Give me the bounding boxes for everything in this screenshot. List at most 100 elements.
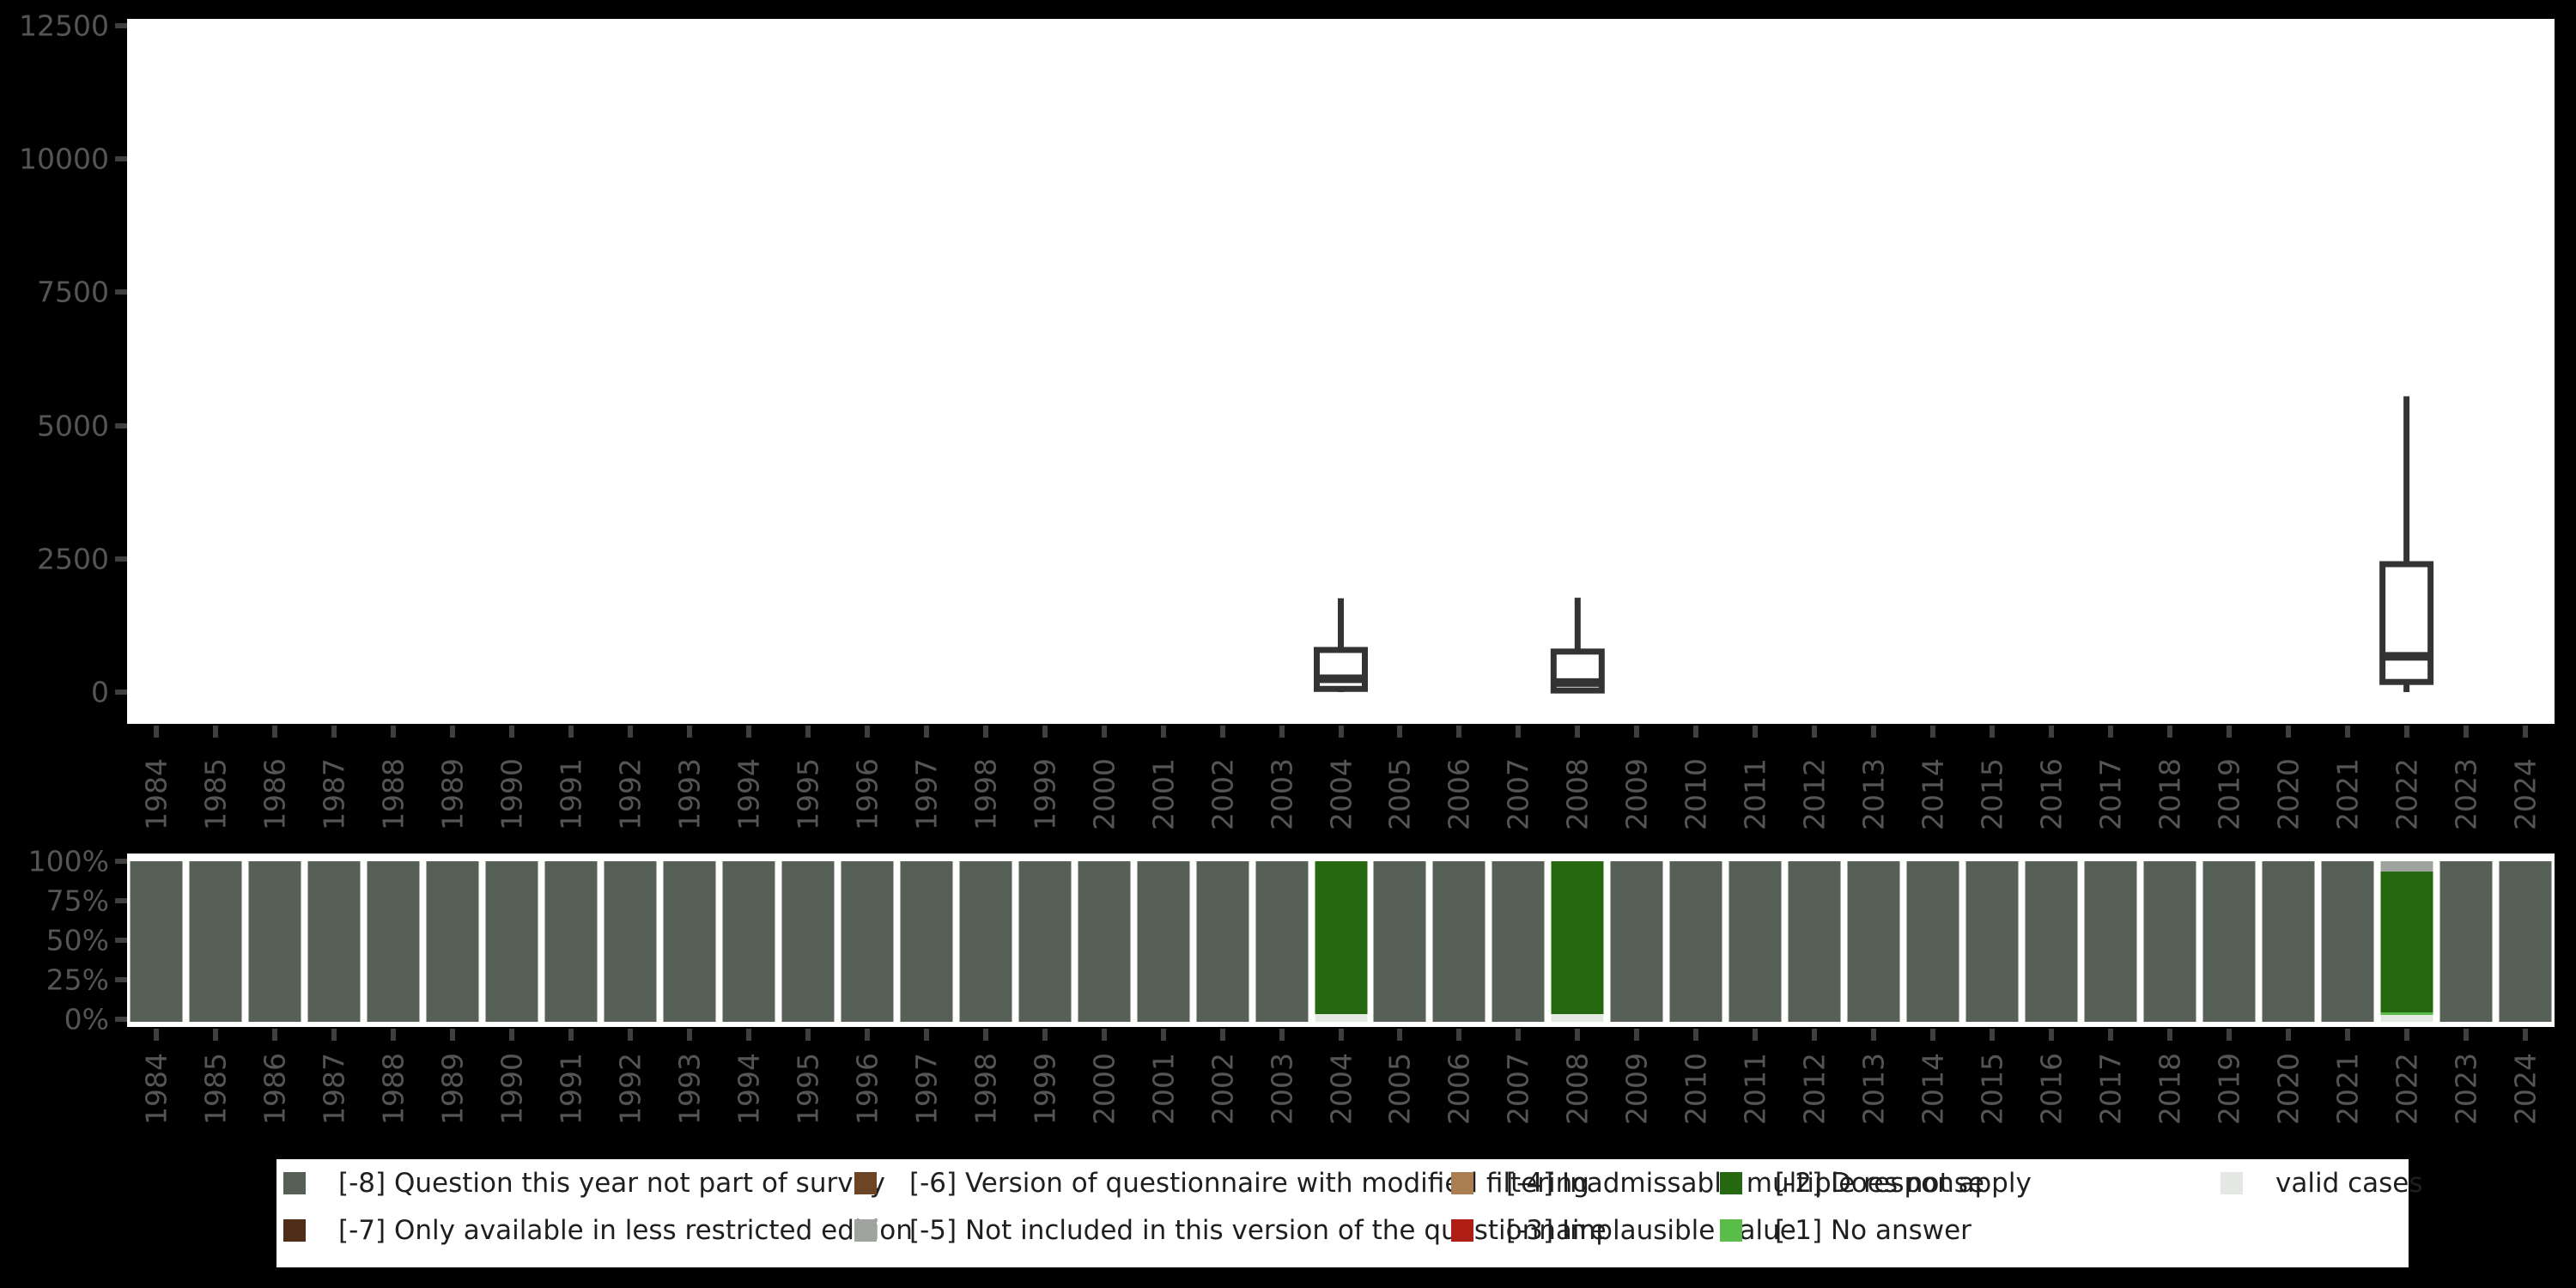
x-tick-mark <box>1634 1029 1640 1041</box>
bar-segment-code-8 <box>1728 861 1782 1022</box>
bar-1984 <box>130 861 183 1022</box>
bar-segment-code-8 <box>722 861 775 1022</box>
year-tick-label: 1999 <box>1028 1053 1062 1125</box>
year-tick-label: 2021 <box>2330 758 2365 830</box>
year-tick-label: 1988 <box>376 758 410 830</box>
bar-slot-2003 <box>1252 861 1311 1022</box>
year-tick-label: 1998 <box>969 758 1003 830</box>
year-tick-label: 2011 <box>1738 1053 1772 1125</box>
x-tick-mark <box>2403 1029 2409 1041</box>
bar-slot-1987 <box>305 861 364 1022</box>
year-tick-label: 2003 <box>1265 758 1299 830</box>
bar-slot-2013 <box>1844 861 1904 1022</box>
x-tick-mark <box>1456 726 1462 738</box>
x-tick-mark <box>391 726 397 738</box>
bar-segment-code-8 <box>367 861 420 1022</box>
boxplot-y-tick-mark <box>115 156 127 162</box>
bar-2020 <box>2262 861 2315 1022</box>
bar-2013 <box>1847 861 1900 1022</box>
bar-segment-valid <box>1315 1013 1368 1022</box>
year-tick-label: 2019 <box>2212 1053 2246 1125</box>
year-tick-label: 2012 <box>1797 1053 1832 1125</box>
legend-label: valid cases <box>2275 1168 2423 1199</box>
bar-segment-code-8 <box>1610 861 1663 1022</box>
year-tick-label: 1990 <box>495 1053 529 1125</box>
x-tick-mark <box>2463 1029 2469 1041</box>
bar-segment-code-8 <box>1078 861 1131 1022</box>
year-tick-label: 1990 <box>495 758 529 830</box>
x-tick-mark <box>1101 1029 1107 1041</box>
bar-segment-code-8 <box>1492 861 1545 1022</box>
x-tick-mark <box>2285 726 2291 738</box>
year-tick-label: 2006 <box>1442 758 1476 830</box>
bar-slot-2018 <box>2140 861 2199 1022</box>
year-tick-label: 1992 <box>613 1053 647 1125</box>
bar-slot-1993 <box>660 861 720 1022</box>
year-tick-label: 1987 <box>317 1053 351 1125</box>
x-tick-mark <box>1397 1029 1403 1041</box>
bar-2006 <box>1432 861 1485 1022</box>
bar-slot-1995 <box>778 861 837 1022</box>
x-tick-mark <box>1989 726 1995 738</box>
x-tick-mark <box>745 726 751 738</box>
bar-slot-2012 <box>1785 861 1844 1022</box>
x-tick-mark <box>982 726 988 738</box>
bar-1993 <box>663 861 716 1022</box>
bar-segment-code-8 <box>248 861 301 1022</box>
bar-2016 <box>2025 861 2078 1022</box>
bar-1999 <box>1018 861 1072 1022</box>
x-tick-mark <box>805 726 811 738</box>
year-tick-label: 1999 <box>1028 758 1062 830</box>
x-tick-mark <box>1160 726 1166 738</box>
bar-2012 <box>1788 861 1841 1022</box>
year-tick-label: 1996 <box>850 1053 884 1125</box>
year-tick-label: 2016 <box>2034 1053 2069 1125</box>
legend-swatch-code-6 <box>854 1172 877 1194</box>
year-tick-label: 1994 <box>732 758 766 830</box>
x-tick-mark <box>509 726 515 738</box>
bar-slot-1999 <box>1015 861 1074 1022</box>
x-tick-mark <box>923 726 929 738</box>
bar-1989 <box>426 861 479 1022</box>
year-tick-label: 2010 <box>1679 758 1713 830</box>
x-tick-mark <box>1338 726 1344 738</box>
bar-segment-code-8 <box>2025 861 2078 1022</box>
year-tick-label: 2009 <box>1619 1053 1654 1125</box>
x-tick-mark <box>1219 726 1225 738</box>
year-tick-label: 2014 <box>1916 1053 1950 1125</box>
bar-2000 <box>1078 861 1131 1022</box>
x-tick-mark <box>391 1029 397 1041</box>
boxplot-y-tick-mark <box>115 422 127 428</box>
year-tick-label: 1995 <box>791 1053 825 1125</box>
x-tick-mark <box>450 1029 456 1041</box>
bar-segment-code-8 <box>1255 861 1309 1022</box>
year-tick-label: 2016 <box>2034 758 2069 830</box>
bar-segment-code-8 <box>1137 861 1190 1022</box>
bar-segment-code-8 <box>1965 861 2019 1022</box>
bar-segment-code-8 <box>1669 861 1722 1022</box>
legend-label: [-7] Only available in less restricted e… <box>338 1215 913 1246</box>
bar-segment-code-8 <box>2084 861 2137 1022</box>
year-tick-label: 2001 <box>1146 758 1181 830</box>
year-tick-label: 2010 <box>1679 1053 1713 1125</box>
year-tick-label: 1989 <box>435 1053 470 1125</box>
bar-1996 <box>841 861 894 1022</box>
legend-swatch-code-2 <box>1720 1172 1742 1194</box>
x-tick-mark <box>1516 1029 1522 1041</box>
x-tick-mark <box>331 726 337 738</box>
x-tick-mark <box>1575 1029 1581 1041</box>
bar-slot-2019 <box>2199 861 2258 1022</box>
bar-slot-1986 <box>246 861 305 1022</box>
year-tick-label: 2008 <box>1560 1053 1595 1125</box>
legend-label: [-4] Inadmissable multiple response <box>1506 1168 1984 1199</box>
year-tick-label: 2001 <box>1146 1053 1181 1125</box>
year-tick-label: 2018 <box>2153 1053 2187 1125</box>
boxplot-panel <box>127 19 2555 724</box>
year-tick-label: 1993 <box>672 1053 707 1125</box>
year-tick-label: 2008 <box>1560 758 1595 830</box>
percent-tick-label: 50% <box>46 923 109 957</box>
x-tick-mark <box>1516 726 1522 738</box>
x-tick-mark <box>2048 726 2054 738</box>
year-tick-label: 2019 <box>2212 758 2246 830</box>
x-tick-mark <box>687 726 693 738</box>
